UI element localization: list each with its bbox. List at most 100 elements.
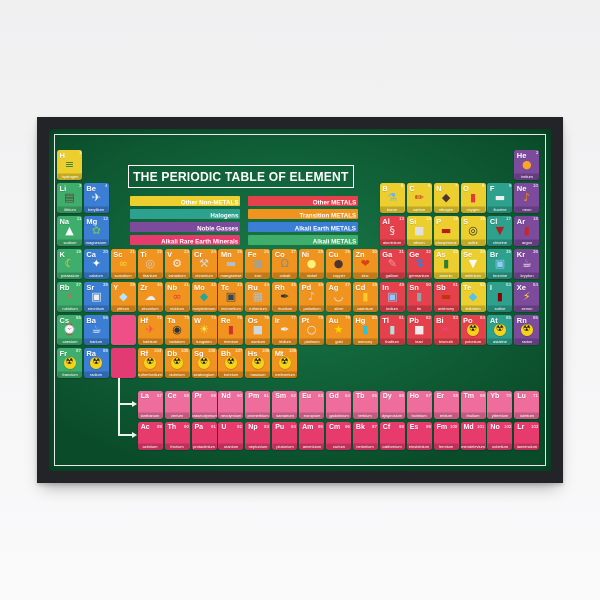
element-symbol: K [59, 249, 65, 259]
element-number: 71 [533, 392, 539, 398]
legend-item: Alkali Earth METALS [248, 222, 358, 232]
element-number: 29 [345, 249, 350, 254]
element-number: 59 [210, 392, 216, 398]
element-name: nobelium [487, 443, 513, 450]
element-symbol: Cl [489, 216, 498, 226]
element-cell-tb: Tb 65 terbium [352, 390, 378, 419]
element-cell-au: Au 79 ★ gold [326, 315, 351, 345]
element-cell-in: In 49 ▣ indium [379, 282, 405, 312]
burger-icon: ≡ [64, 158, 75, 171]
element-name: caesium [57, 338, 82, 345]
element-number: 11 [76, 216, 81, 221]
element-symbol: Ho [409, 392, 420, 400]
firecracker-icon: ⚡ [65, 290, 74, 303]
element-symbol: Lu [517, 392, 526, 400]
poster-title-box: THE PERIODIC TABLE OF ELEMENT [128, 165, 354, 188]
element-symbol: Rf [140, 348, 149, 358]
element-symbol: I [489, 282, 492, 292]
flashlight-icon: ⚡ [522, 290, 531, 303]
element-number: 60 [237, 392, 243, 398]
element-name: gold [326, 338, 351, 345]
element-symbol: F [489, 183, 495, 193]
element-symbol: Xe [516, 282, 526, 292]
element-symbol: Cd [355, 282, 366, 292]
laptop-icon: ▣ [387, 290, 398, 303]
element-symbol: Ar [516, 216, 526, 226]
element-cell-rb: Rb 37 ⚡ rubidium [57, 282, 82, 312]
element-number: 101 [477, 423, 485, 429]
radioactive-icon: ☢ [144, 356, 157, 369]
element-cell-eu: Eu 63 europium [299, 390, 325, 419]
element-cell-ho: Ho 67 holmium [406, 390, 432, 419]
element-number: 107 [235, 348, 243, 353]
element-symbol: Sn [409, 282, 419, 292]
element-symbol: W [194, 315, 202, 325]
element-name: einsteinium [406, 443, 432, 450]
meat-icon: ❤ [360, 257, 370, 270]
element-cell-i: I 53 ▮ iodine [487, 282, 513, 312]
element-number: 39 [129, 282, 135, 287]
element-symbol: Sg [194, 348, 204, 358]
element-cell-cd: Cd 48 ▮ cadmium [352, 282, 378, 312]
element-name: bromine [487, 272, 513, 279]
poster-frame: THE PERIODIC TABLE OF ELEMENT Other Non-… [37, 117, 563, 483]
element-number: 17 [506, 216, 512, 221]
element-symbol: Cr [194, 249, 203, 259]
element-symbol: Lr [517, 423, 525, 431]
element-number: 19 [76, 249, 81, 254]
element-cell-sc: Sc 21 ∞ scandium [110, 249, 136, 279]
element-name: bismuth [433, 338, 459, 345]
girder-icon: ▬ [225, 257, 237, 270]
element-name: krypton [514, 272, 540, 279]
element-number: 14 [425, 216, 431, 221]
element-name: antimony [433, 305, 459, 312]
element-number: 18 [533, 216, 539, 221]
element-number: 13 [398, 216, 404, 221]
element-cell-la: La 57 lanthanum [137, 390, 163, 419]
coin-icon: ● [306, 257, 317, 270]
element-name: lithium [57, 206, 82, 213]
element-symbol: Ac [140, 423, 150, 431]
element-symbol: Pt [301, 315, 310, 325]
element-symbol: Mn [220, 249, 232, 259]
element-name: silver [326, 305, 351, 312]
radioactive-icon: ☢ [224, 356, 237, 369]
element-name: tellurium [460, 305, 486, 312]
element-number: 80 [371, 315, 377, 320]
element-symbol: Ne [516, 183, 527, 193]
element-cell-ag: Ag 47 ◡ silver [326, 282, 351, 312]
element-cell-be: Be 4 ✈ beryllium [83, 183, 109, 213]
rocket-icon: ✈ [145, 323, 155, 336]
oxygen-tank-icon: ▮ [469, 191, 477, 204]
element-symbol: Nb [167, 282, 178, 292]
element-name: rhodium [272, 305, 298, 312]
element-cell-si: Si 14 ■ silicon [406, 216, 432, 246]
element-symbol: O [463, 183, 469, 193]
legend-item-label: Alkali Rare Earth Minerals [161, 238, 239, 245]
element-number: 4 [105, 183, 108, 188]
element-number: 47 [345, 282, 350, 287]
element-name: germanium [406, 272, 432, 279]
element-name: iron [245, 272, 271, 279]
element-cell-tc: Tc 43 ▣ technetium [218, 282, 244, 312]
element-symbol: Ti [140, 249, 147, 259]
element-symbol: Cu [328, 249, 339, 259]
element-name: nickel [299, 272, 325, 279]
element-number: 40 [156, 282, 162, 287]
element-name: zirconium [137, 305, 163, 312]
element-number: 70 [506, 392, 512, 398]
element-cell-n: N 7 ◆ nitrogen [433, 183, 459, 213]
element-name: silicon [406, 239, 432, 246]
element-number: 31 [398, 249, 404, 254]
element-cell-p: P 15 ▬ phosphorus [433, 216, 459, 246]
measuring-jug-icon: ⚗ [387, 191, 398, 204]
element-number: 20 [102, 249, 108, 254]
element-cell-tm: Tm 69 thulium [460, 390, 486, 419]
radioactive-icon: ☢ [171, 356, 184, 369]
element-number: 1 [78, 150, 81, 155]
element-name: arsenic [433, 272, 459, 279]
microscope-icon: ⚗ [414, 257, 425, 270]
f-block-placeholder [110, 348, 136, 378]
element-number: 87 [76, 348, 81, 353]
